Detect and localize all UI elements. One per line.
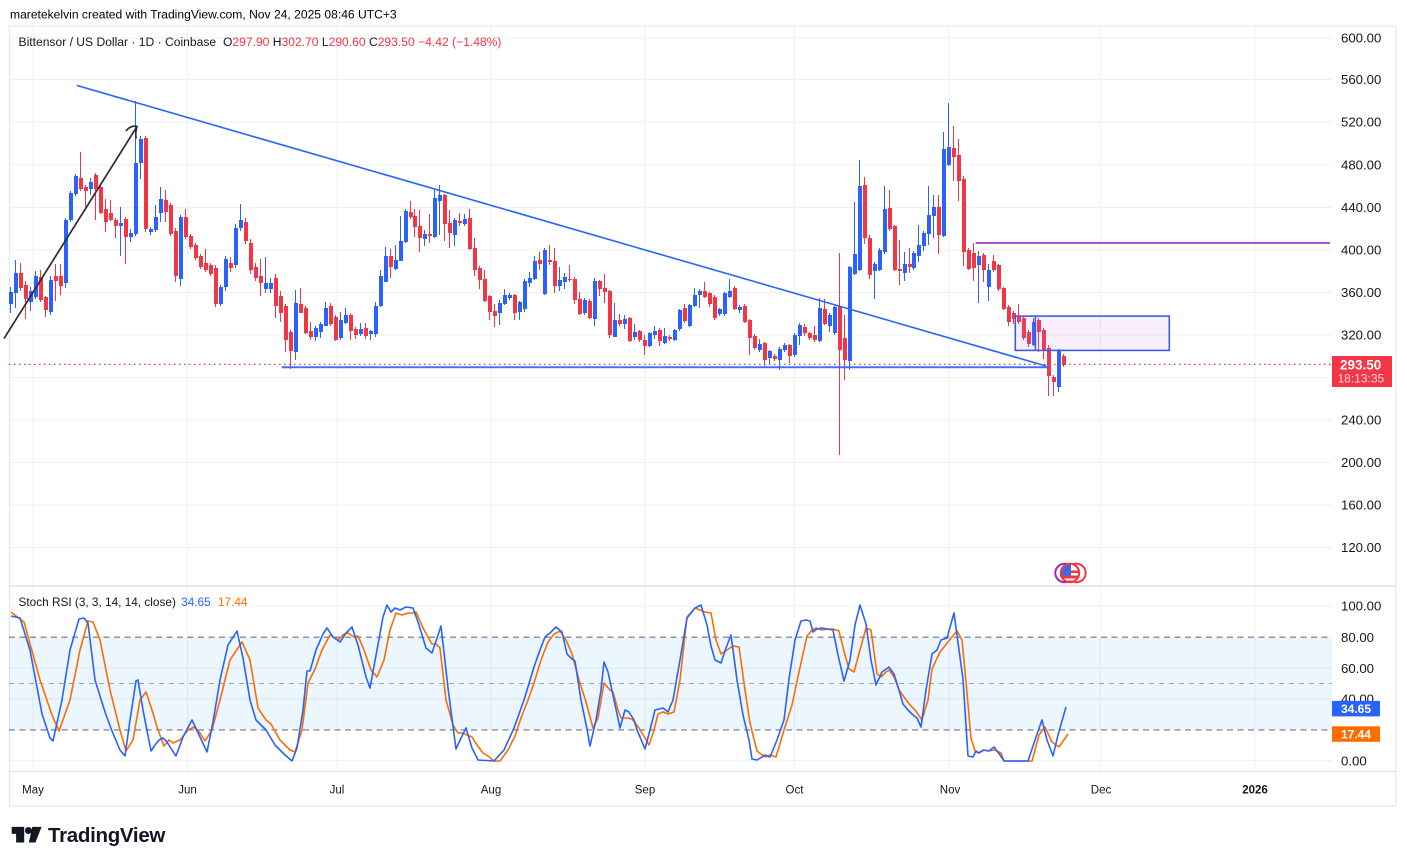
svg-text:May: May — [22, 785, 44, 797]
svg-text:320.00: 320.00 — [1341, 328, 1381, 343]
svg-text:O297.90 H302.70 L290.60 C29: O297.90 H302.70 L290.60 C293.50 −4.42 (−… — [223, 35, 501, 49]
svg-text:160.00: 160.00 — [1341, 498, 1381, 513]
svg-text:0.00: 0.00 — [1341, 753, 1367, 768]
svg-text:480.00: 480.00 — [1341, 158, 1381, 173]
svg-text:TradingView: TradingView — [48, 824, 165, 847]
svg-text:maretekelvin created with Trad: maretekelvin created with TradingView.co… — [10, 8, 397, 22]
svg-text:360.00: 360.00 — [1341, 285, 1381, 300]
svg-text:Aug: Aug — [481, 785, 501, 797]
svg-text:100.00: 100.00 — [1341, 599, 1381, 614]
svg-text:34.65: 34.65 — [1341, 702, 1371, 716]
svg-text:520.00: 520.00 — [1341, 115, 1381, 130]
svg-text:17.44: 17.44 — [1341, 728, 1371, 742]
svg-text:240.00: 240.00 — [1341, 413, 1381, 428]
svg-text:2026: 2026 — [1242, 785, 1268, 797]
svg-text:Dec: Dec — [1091, 785, 1112, 797]
svg-text:600.00: 600.00 — [1341, 31, 1381, 46]
svg-text:Stoch RSI (3, 3, 14, 14, close: Stoch RSI (3, 3, 14, 14, close) 34.65 17… — [19, 595, 248, 609]
svg-text:293.50: 293.50 — [1340, 358, 1381, 373]
svg-text:18:13:35: 18:13:35 — [1338, 372, 1385, 386]
svg-text:Jul: Jul — [330, 785, 345, 797]
svg-text:Sep: Sep — [635, 785, 655, 797]
svg-text:440.00: 440.00 — [1341, 200, 1381, 215]
svg-text:Oct: Oct — [786, 785, 805, 797]
svg-text:Bittensor / US Dollar · 1D · C: Bittensor / US Dollar · 1D · Coinbase — [19, 35, 217, 49]
svg-text:Jun: Jun — [178, 785, 197, 797]
svg-text:60.00: 60.00 — [1341, 661, 1374, 676]
svg-text:200.00: 200.00 — [1341, 455, 1381, 470]
svg-text:120.00: 120.00 — [1341, 540, 1381, 555]
svg-text:400.00: 400.00 — [1341, 243, 1381, 258]
svg-text:80.00: 80.00 — [1341, 630, 1374, 645]
svg-text:Nov: Nov — [940, 785, 961, 797]
svg-text:560.00: 560.00 — [1341, 72, 1381, 87]
